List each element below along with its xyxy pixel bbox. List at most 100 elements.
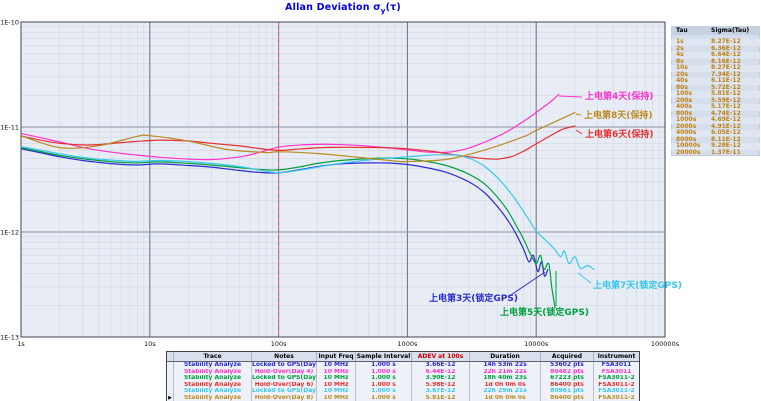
trace-table-header-acquired: Acquired — [541, 352, 594, 361]
trace-table-cell: Stability Analyze — [174, 362, 252, 369]
sigma-table-header-tau: Tau — [676, 27, 688, 34]
sigma-value: 5.72E-12 — [711, 83, 741, 91]
plot-area[interactable] — [21, 22, 665, 337]
tau-value: 100s — [676, 90, 693, 97]
trace-table-cell: 86400 pts — [541, 381, 594, 388]
sigma-value: 1.37E-11 — [711, 148, 741, 156]
sigma-value: 5.81E-12 — [711, 90, 741, 97]
tau-value: 8000s — [676, 135, 697, 143]
tau-value: 1s — [676, 38, 684, 45]
trace-table-cell: Hold-Over(Day 6) — [252, 381, 317, 388]
sigma-value: 6.64E-12 — [711, 51, 741, 58]
trace-curves — [21, 93, 595, 309]
trace-table-row[interactable]: Stability Analyze Hold-Over(Day 6) 10 MHz 1… — [167, 381, 639, 388]
row-indicator-gutter — [167, 368, 174, 375]
trace-table-header-row: Trace Notes Input Freq Sample Interval ADEV … — [167, 352, 639, 362]
tau-value: 20000s — [676, 148, 701, 156]
sigma-value: 8.27E-12 — [711, 38, 741, 45]
tau-value: 4000s — [676, 129, 697, 136]
annotation-day3: 上电第3天(锁定GPS) — [429, 271, 546, 304]
trace-table-cell: FSA3011 — [601, 362, 632, 368]
trace-day6-curve[interactable] — [21, 125, 576, 160]
trace-table-cell: 5.98E-12 — [412, 381, 470, 388]
y-axis-tick-label: 1E-10 — [0, 19, 19, 27]
tau-value: 80s — [676, 83, 688, 91]
sigma-value: 8.16E-12 — [711, 57, 741, 65]
chart-title-suffix: (τ) — [385, 2, 401, 13]
sigma-table-header-sigma: Sigma(Tau) — [711, 27, 750, 34]
plot-border — [20, 21, 666, 338]
x-axis-tick-label: 100s — [271, 340, 287, 348]
trace-table-header-instrument: Instrument — [597, 353, 636, 360]
current-row-marker-icon: ▶ — [168, 394, 172, 401]
tau-value: 40s — [676, 77, 688, 84]
sigma-table-row: 20s 7.34E-12 — [671, 70, 760, 79]
annotation-leader-line — [507, 271, 546, 298]
trace-day4-curve[interactable] — [21, 93, 560, 161]
sigma-table-row: 1000s 4.69E-12 — [671, 116, 760, 124]
trace-table-row[interactable]: ▶ Stability Analyze Hold-Over(Day 8) 10 MHz… — [167, 394, 639, 401]
trace-table-cell: Stability Analyze — [174, 394, 252, 401]
trace-table-cell: Locked to GPS(Day 3) — [252, 362, 317, 369]
trace-table-cell: 1.000 s — [356, 381, 412, 388]
row-indicator-gutter — [167, 352, 174, 361]
sigma-table-row: 4000s 6.05E-12 — [671, 129, 760, 137]
trace-table-cell: 53602 pts — [541, 362, 594, 369]
tau-value: 10000s — [676, 142, 701, 149]
sigma-table-row: 800s 4.74E-12 — [671, 109, 760, 118]
sigma-table-row: 40s 6.11E-12 — [671, 77, 760, 85]
trace-table-cell: 22h 21m 22s — [470, 368, 541, 375]
trace-table-cell: Hold-Over(Day 4) — [252, 368, 317, 375]
x-axis-tick-label: 10s — [144, 340, 156, 348]
annotation-label: 上电第3天(锁定GPS) — [429, 292, 518, 304]
trace-table-cell: 14h 53m 22s — [470, 362, 541, 369]
trace-table-cell: FSA3011-2 — [598, 388, 635, 394]
sigma-table-row: 10s 8.27E-12 — [671, 64, 760, 72]
sigma-value: 4.69E-12 — [711, 116, 741, 123]
trace-table-cell: 22h 29m 21s — [470, 388, 541, 395]
trace-table-header-trace: Trace — [174, 352, 252, 361]
tau-value: 200s — [676, 96, 693, 104]
trace-table-cell: Stability Analyze — [174, 368, 252, 375]
sigma-table-row: 20000s 1.37E-11 — [671, 148, 760, 157]
trace-table-cell: Locked to GPS(Day 5) — [252, 375, 317, 382]
trace-table-cell: 1.000 s — [356, 388, 412, 395]
annotation-day6: 上电第6天(保持) — [575, 128, 654, 140]
trace-table: Trace Notes Input Freq Sample Interval ADEV … — [166, 351, 640, 401]
x-axis-tick-label: 10000s — [524, 340, 549, 348]
grid-lines — [21, 22, 665, 337]
trace-table-cell: Stability Analyze — [174, 381, 252, 388]
x-axis-tick-label: 100000s — [651, 340, 680, 348]
trace-table-cell: 1.000 s — [356, 394, 412, 401]
trace-day3-curve[interactable] — [21, 148, 549, 277]
sigma-value: 6.05E-12 — [711, 129, 741, 136]
trace-table-cell: Stability Analyze — [174, 375, 252, 382]
sigma-table-row: 8s 8.16E-12 — [671, 57, 760, 66]
trace-table-cell: FSA3011-2 — [598, 394, 635, 401]
trace-table-cell: 6.44E-12 — [412, 368, 470, 375]
sigma-value: 4.74E-12 — [711, 109, 741, 117]
sigma-value: 4.91E-12 — [711, 122, 741, 130]
chart-title-subscript: y — [380, 6, 386, 15]
sigma-value: 5.17E-12 — [711, 103, 741, 110]
trace-table-cell: Stability Analyze — [174, 388, 252, 395]
trace-table-cell: 3.67E-12 — [412, 388, 470, 395]
tau-value: 400s — [676, 103, 693, 110]
trace-table-cell: FSA3011 — [601, 368, 632, 375]
trace-table-row[interactable]: Stability Analyze Hold-Over(Day 4) 10 MHz 1… — [167, 368, 639, 375]
trace-day7-curve[interactable] — [21, 146, 595, 270]
trace-day8-curve[interactable] — [21, 112, 576, 163]
x-axis-tick-label: 1s — [17, 340, 25, 348]
sigma-table-row: 10000s 9.28E-12 — [671, 142, 760, 150]
current-row-indicator: ▶ — [167, 394, 174, 401]
sigma-value: 7.34E-12 — [711, 70, 741, 78]
annotation-label: 上电第5天(锁定GPS) — [500, 306, 589, 318]
annotation-label: 上电第4天(保持) — [585, 90, 654, 102]
tau-value: 2000s — [676, 122, 697, 130]
trace-table-cell: 10 MHz — [317, 388, 356, 395]
sigma-table-row: 100s 5.81E-12 — [671, 90, 760, 98]
